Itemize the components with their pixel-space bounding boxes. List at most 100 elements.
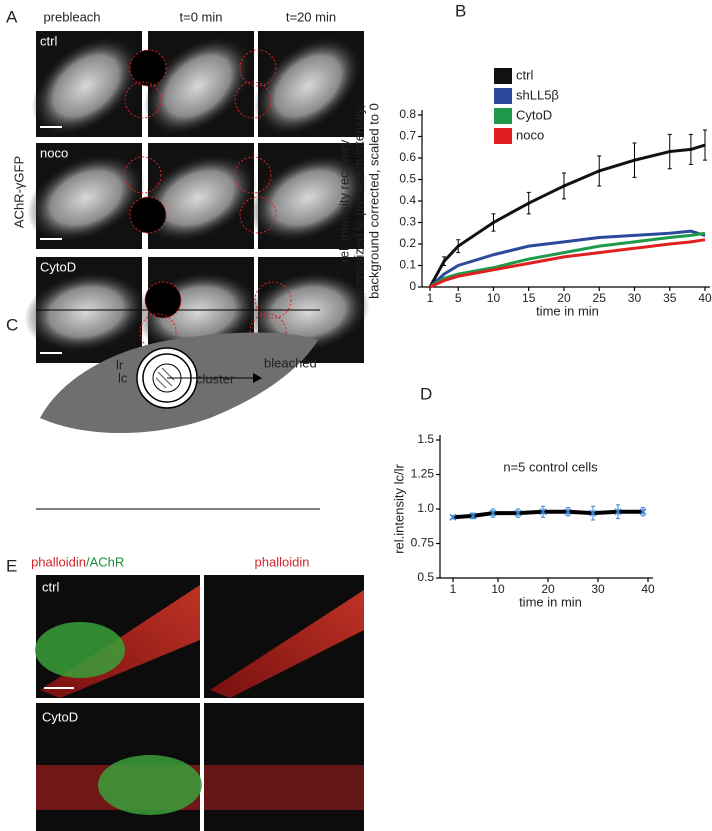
- bleach-spot: [239, 196, 277, 234]
- legend-label: shLL5β: [516, 87, 559, 102]
- column-header: phalloidin: [255, 554, 310, 569]
- y-axis-label: rel. intensity recovery: [336, 139, 351, 262]
- series-line: [428, 143, 706, 288]
- y-axis-label: rel.intensity lc/lr: [391, 464, 406, 554]
- label-lc: lc: [118, 370, 128, 385]
- error-bar: [667, 133, 672, 170]
- bleach-spot: [239, 49, 277, 87]
- legend-label: noco: [516, 127, 544, 142]
- bleach-spot: [144, 281, 182, 319]
- bleach-spot: [254, 281, 292, 319]
- marker: [614, 508, 622, 516]
- cell: [249, 153, 367, 243]
- panel-letter: D: [420, 384, 432, 403]
- y-tick-label: 1.0: [417, 501, 434, 515]
- column-header: /AChR: [86, 554, 124, 569]
- cell: [139, 153, 257, 243]
- series-line: [429, 231, 706, 289]
- x-tick-label: 1: [427, 291, 434, 305]
- marker: [539, 508, 547, 516]
- legend-label: CytoD: [516, 107, 552, 122]
- row-label: ctrl: [40, 33, 57, 48]
- marker: [589, 509, 597, 517]
- y-tick-label: 0.3: [399, 215, 416, 229]
- y-tick-label: 1.25: [411, 467, 435, 481]
- y-axis-label: normalized to prebleach intensity,: [351, 105, 366, 298]
- y-tick-label: 0.7: [399, 129, 416, 143]
- x-tick-label: 30: [591, 582, 605, 596]
- column-header: t=20 min: [286, 9, 336, 24]
- x-tick-label: 10: [487, 291, 501, 305]
- y-tick-label: 0.5: [417, 570, 434, 584]
- cell: [27, 153, 145, 243]
- legend-swatch: [494, 128, 512, 144]
- error-bar: [561, 172, 566, 200]
- legend-swatch: [494, 68, 512, 84]
- x-tick-label: 35: [663, 291, 677, 305]
- x-axis-label: time in min: [536, 303, 599, 318]
- error-bar: [597, 155, 602, 187]
- row-label: ctrl: [42, 579, 59, 594]
- x-tick-label: 40: [641, 582, 655, 596]
- stain: [35, 622, 125, 678]
- cell: [31, 35, 141, 137]
- marker: [564, 508, 572, 516]
- x-tick-label: 15: [522, 291, 536, 305]
- y-tick-label: 0.75: [411, 536, 435, 550]
- reference-area: [124, 156, 162, 194]
- reference-area: [234, 81, 272, 119]
- error-bar: [688, 133, 693, 165]
- series-line: [429, 238, 706, 289]
- column-header: phalloidin: [31, 554, 86, 569]
- cell: [246, 271, 370, 353]
- x-tick-label: 20: [557, 291, 571, 305]
- y-tick-label: 0.1: [399, 258, 416, 272]
- error-bar: [703, 129, 707, 161]
- error-bar: [442, 256, 447, 266]
- label-cluster: cluster: [196, 371, 235, 386]
- y-tick-label: 0.6: [399, 150, 416, 164]
- side-label: AChR-γGFP: [11, 156, 26, 228]
- marker: [449, 513, 457, 521]
- marker: [639, 508, 647, 516]
- bleach-spot: [129, 196, 167, 234]
- marker: [469, 512, 477, 520]
- y-axis-label: background corrected, scaled to 0: [366, 103, 381, 299]
- label-bleached: bleached: [264, 355, 317, 370]
- stain: [204, 765, 364, 810]
- x-tick-label: 30: [628, 291, 642, 305]
- x-axis-label: time in min: [519, 594, 582, 609]
- cell: [143, 35, 253, 137]
- error-bar: [491, 213, 496, 232]
- panel-letter: C: [6, 315, 18, 334]
- y-tick-label: 0.8: [399, 107, 416, 121]
- x-tick-label: 1: [450, 582, 457, 596]
- column-header: prebleach: [43, 9, 100, 24]
- series-line: [452, 509, 643, 520]
- reference-area: [234, 156, 272, 194]
- row-label: CytoD: [42, 709, 78, 724]
- legend-swatch: [494, 108, 512, 124]
- series-line: [428, 229, 706, 289]
- row-label: CytoD: [40, 259, 76, 274]
- row-label: noco: [40, 145, 68, 160]
- x-tick-label: 20: [541, 582, 555, 596]
- y-tick-label: 0.4: [399, 193, 416, 207]
- bleach-spot: [129, 49, 167, 87]
- y-tick-label: 0.2: [399, 236, 416, 250]
- y-tick-label: 0.5: [399, 172, 416, 186]
- error-bar: [526, 191, 531, 215]
- reference-area: [124, 81, 162, 119]
- x-tick-label: 25: [593, 291, 607, 305]
- legend-label: ctrl: [516, 67, 533, 82]
- y-tick-label: 0: [409, 279, 416, 293]
- legend-swatch: [494, 88, 512, 104]
- error-bar: [632, 142, 637, 178]
- chart-title: n=5 control cells: [503, 459, 598, 474]
- error-bar: [456, 239, 461, 254]
- panel-letter: A: [6, 7, 18, 26]
- x-tick-label: 5: [455, 291, 462, 305]
- panel-letter: E: [6, 556, 17, 575]
- marker: [514, 509, 522, 517]
- arrow-head: [253, 373, 262, 383]
